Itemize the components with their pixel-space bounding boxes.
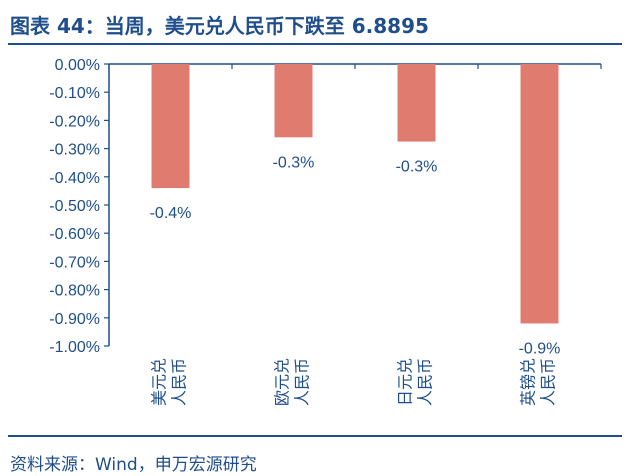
category-label-line: 人民币 xyxy=(539,358,558,406)
y-tick-label: -0.30% xyxy=(49,142,100,159)
y-tick-label: -0.70% xyxy=(49,254,100,271)
y-tick-label: -0.60% xyxy=(49,226,100,243)
category-label: 日元兑 人民币 xyxy=(396,358,435,406)
category-label: 美元兑 人民币 xyxy=(150,358,189,406)
data-label: -0.4% xyxy=(150,205,192,222)
bar xyxy=(397,64,436,142)
category-label: 英镑兑 人民币 xyxy=(519,358,558,406)
category-label-line: 美元兑 xyxy=(150,358,169,406)
y-tick-label: -0.90% xyxy=(49,311,100,328)
y-tick-label: -0.20% xyxy=(49,113,100,130)
category-label-line: 欧元兑 xyxy=(273,358,292,406)
data-label: -0.3% xyxy=(273,154,315,171)
source-note: 资料来源：Wind，申万宏源研究 xyxy=(10,455,257,475)
category-label-line: 人民币 xyxy=(170,358,189,406)
bar-chart: 0.00% -0.10% -0.20% -0.30% -0.40% -0.50% -0.60… xyxy=(49,57,602,406)
y-tick-label: -0.50% xyxy=(49,198,100,215)
category-label-line: 英镑兑 xyxy=(519,358,538,406)
bar xyxy=(151,64,190,189)
category-label-line: 日元兑 xyxy=(396,358,415,406)
bar xyxy=(274,64,313,138)
category-label-line: 人民币 xyxy=(293,358,312,406)
y-tick-label: 0.00% xyxy=(55,57,100,74)
y-tick-label: -0.80% xyxy=(49,283,100,300)
bar xyxy=(520,64,559,324)
category-label: 欧元兑 人民币 xyxy=(273,358,312,406)
category-label-line: 人民币 xyxy=(416,358,435,406)
data-label: -0.9% xyxy=(519,340,561,357)
data-label: -0.3% xyxy=(396,159,438,176)
page-title: 图表 44：当周，美元兑人民币下跌至 6.8895 xyxy=(10,14,429,38)
y-tick-label: -0.10% xyxy=(49,85,100,102)
y-tick-label: -0.40% xyxy=(49,170,100,187)
footer-divider xyxy=(8,435,622,437)
title-divider xyxy=(8,43,622,45)
y-tick-label: -1.00% xyxy=(49,339,100,356)
